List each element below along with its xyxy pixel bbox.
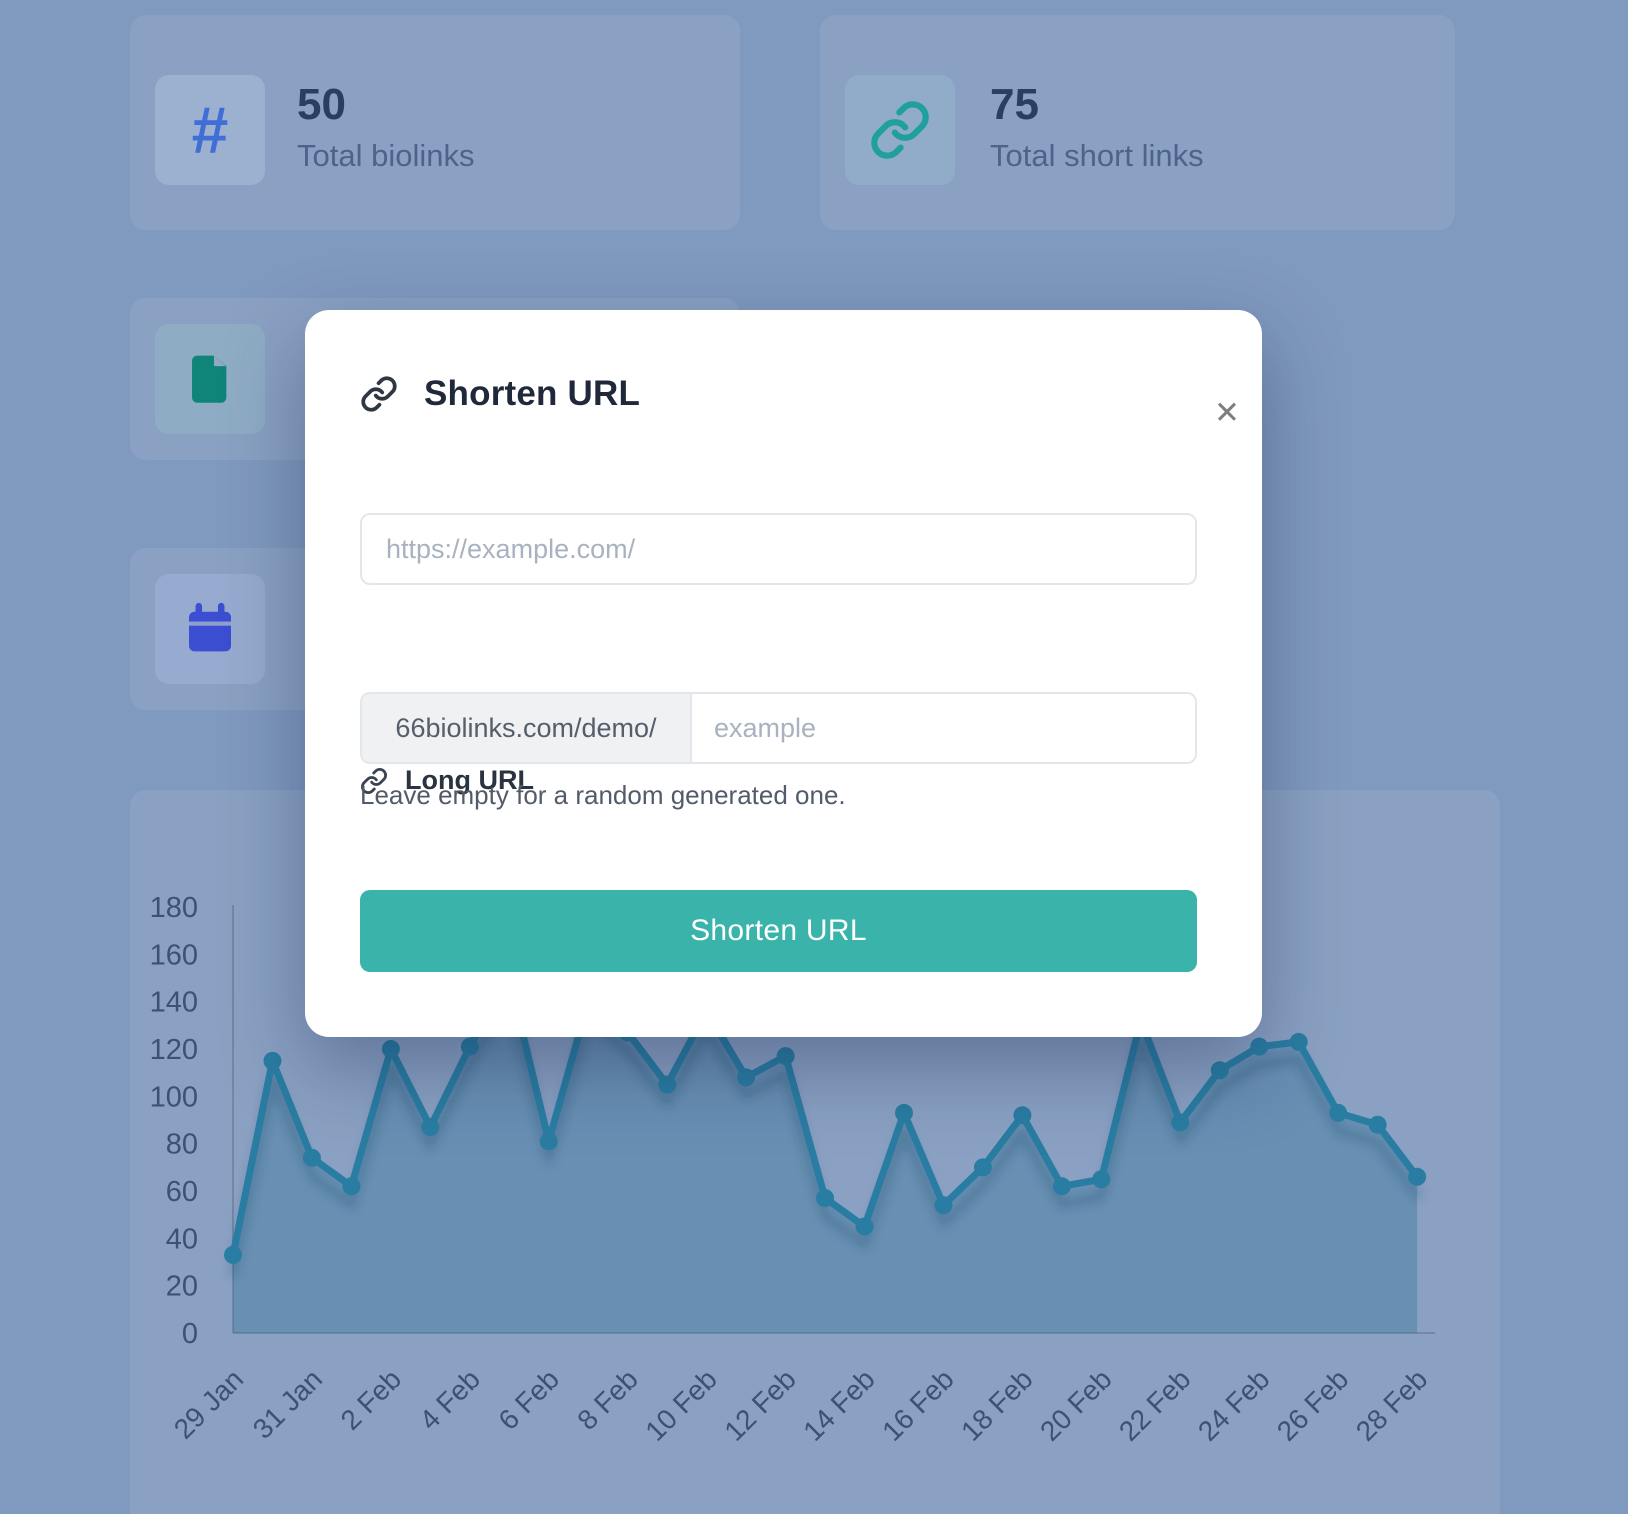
svg-text:160: 160 bbox=[150, 939, 198, 971]
close-icon[interactable]: ✕ bbox=[1214, 394, 1240, 430]
svg-text:0: 0 bbox=[182, 1318, 198, 1350]
svg-text:28 Feb: 28 Feb bbox=[1350, 1363, 1434, 1447]
modal-header: Shorten URL bbox=[360, 374, 640, 414]
svg-text:24 Feb: 24 Feb bbox=[1192, 1363, 1276, 1447]
svg-text:60: 60 bbox=[166, 1176, 198, 1208]
long-url-label-row: Long URL bbox=[360, 765, 534, 796]
short-url-input[interactable] bbox=[692, 694, 1195, 762]
svg-text:12 Feb: 12 Feb bbox=[718, 1363, 802, 1447]
calendar-icon-tile bbox=[155, 574, 265, 684]
stat-label-shortlinks: Total short links bbox=[990, 138, 1204, 173]
svg-text:10 Feb: 10 Feb bbox=[639, 1363, 723, 1447]
svg-text:31 Jan: 31 Jan bbox=[247, 1363, 328, 1444]
svg-text:40: 40 bbox=[166, 1223, 198, 1255]
short-url-prefix: 66biolinks.com/demo/ bbox=[362, 694, 692, 762]
svg-text:4 Feb: 4 Feb bbox=[414, 1363, 487, 1436]
link-icon bbox=[360, 767, 388, 795]
svg-text:180: 180 bbox=[150, 892, 198, 924]
svg-text:120: 120 bbox=[150, 1034, 198, 1066]
traffic-chart: 0 20 40 60 80 100 120 140 160 180 29 Jan 31 Jan 2 Fe… bbox=[140, 870, 1490, 1510]
svg-text:2 Feb: 2 Feb bbox=[335, 1363, 408, 1436]
link-icon bbox=[360, 375, 398, 413]
short-url-help: Leave empty for a random generated one. bbox=[360, 780, 846, 810]
svg-text:20: 20 bbox=[166, 1271, 198, 1303]
svg-text:29 Jan: 29 Jan bbox=[168, 1363, 249, 1444]
shorten-url-button[interactable]: Shorten URL bbox=[360, 890, 1197, 972]
file-icon bbox=[182, 351, 238, 407]
svg-text:16 Feb: 16 Feb bbox=[876, 1363, 960, 1447]
svg-text:80: 80 bbox=[166, 1129, 198, 1161]
file-icon-tile bbox=[155, 324, 265, 434]
svg-text:22 Feb: 22 Feb bbox=[1113, 1363, 1197, 1447]
long-url-label: Long URL bbox=[405, 765, 534, 795]
stat-label-biolinks: Total biolinks bbox=[297, 138, 475, 173]
calendar-icon bbox=[182, 601, 238, 657]
svg-text:140: 140 bbox=[150, 987, 198, 1019]
link-icon bbox=[869, 99, 931, 161]
modal-title: Shorten URL bbox=[424, 374, 641, 413]
svg-text:8 Feb: 8 Feb bbox=[571, 1363, 644, 1436]
hash-icon: # bbox=[191, 93, 229, 167]
stat-value-biolinks: 50 bbox=[297, 80, 346, 129]
short-url-input-group: 66biolinks.com/demo/ bbox=[360, 692, 1197, 764]
stat-card-shortlinks: 75 Total short links bbox=[820, 15, 1455, 230]
link-icon-tile bbox=[845, 75, 955, 185]
svg-text:100: 100 bbox=[150, 1081, 198, 1113]
stat-card-biolinks: # 50 Total biolinks bbox=[130, 15, 740, 230]
svg-text:26 Feb: 26 Feb bbox=[1271, 1363, 1355, 1447]
hash-icon-tile: # bbox=[155, 75, 265, 185]
stat-value-shortlinks: 75 bbox=[990, 80, 1039, 129]
svg-text:14 Feb: 14 Feb bbox=[797, 1363, 881, 1447]
long-url-input[interactable] bbox=[360, 513, 1197, 585]
shorten-url-modal: Shorten URL ✕ Long URL Short URL 66bioli… bbox=[305, 310, 1262, 1037]
svg-text:18 Feb: 18 Feb bbox=[955, 1363, 1039, 1447]
svg-text:20 Feb: 20 Feb bbox=[1034, 1363, 1118, 1447]
svg-text:6 Feb: 6 Feb bbox=[492, 1363, 565, 1436]
